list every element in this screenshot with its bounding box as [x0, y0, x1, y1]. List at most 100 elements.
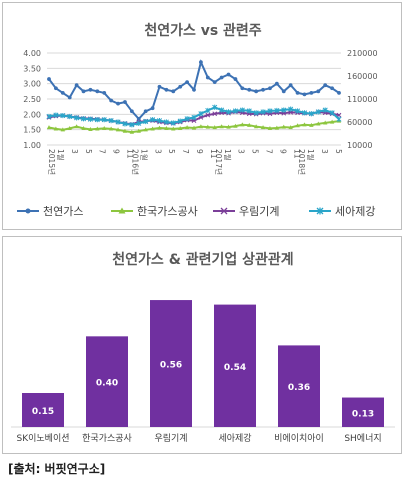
data-point — [295, 123, 300, 128]
category-label: 세아제강 — [218, 433, 251, 444]
category-label: SK이노베이션 — [16, 433, 69, 444]
x-tick-label: 3 — [320, 149, 329, 154]
data-point — [329, 110, 335, 116]
bar — [150, 300, 192, 427]
year-label: 2018년 — [297, 149, 307, 175]
data-point — [81, 126, 86, 131]
data-point — [136, 120, 142, 126]
data-point — [219, 75, 224, 80]
data-point — [281, 89, 286, 94]
data-point — [163, 119, 169, 125]
data-point — [67, 95, 72, 100]
data-point — [302, 92, 307, 97]
data-point — [74, 115, 80, 121]
data-point — [253, 110, 259, 116]
chart-title: 천연가스 & 관련기업 상관관계 — [112, 251, 293, 268]
data-point — [267, 108, 273, 114]
data-point — [226, 124, 231, 129]
data-point — [53, 112, 59, 118]
data-point — [87, 116, 93, 122]
data-point — [281, 124, 286, 129]
data-point — [315, 109, 321, 115]
right-tick-label: 60000 — [347, 118, 372, 127]
legend-marker — [25, 208, 31, 214]
year-label: 2015년 — [47, 149, 57, 175]
data-point — [74, 83, 79, 88]
bar — [342, 397, 384, 427]
data-point — [198, 115, 204, 120]
data-point — [54, 86, 58, 91]
data-point — [157, 125, 162, 130]
data-point — [156, 118, 163, 124]
left-tick-label: 4.00 — [23, 49, 41, 58]
data-point — [177, 118, 183, 124]
data-point — [129, 109, 134, 114]
bar-chart: 천연가스 & 관련기업 상관관계 0.15 SK이노베이션 0.40 한국가스공사 0.5… — [11, 251, 395, 444]
data-point — [136, 128, 141, 133]
legend-marker — [316, 207, 324, 215]
data-point — [288, 83, 293, 88]
data-point — [67, 113, 73, 120]
data-point — [94, 117, 100, 123]
left-tick-label: 3.50 — [23, 64, 41, 73]
legend-label: 우림기계 — [239, 205, 279, 218]
data-point — [246, 108, 252, 114]
data-point — [164, 87, 169, 92]
data-point — [198, 111, 204, 117]
left-tick-label: 1.00 — [23, 141, 41, 150]
data-point — [233, 77, 238, 81]
data-point — [302, 122, 307, 127]
data-point — [336, 112, 342, 118]
data-point — [53, 126, 59, 131]
data-point — [150, 117, 156, 123]
legend-marker — [220, 207, 228, 215]
data-point — [74, 124, 79, 129]
data-point — [192, 87, 196, 92]
category-label: SH에너지 — [344, 433, 381, 444]
data-point — [171, 89, 176, 94]
x-tick-label: 1월 — [306, 149, 316, 161]
data-point — [102, 126, 107, 131]
data-point — [274, 125, 280, 130]
data-point — [95, 89, 100, 94]
category-label: 비에이치아이 — [274, 432, 324, 444]
data-point — [191, 114, 197, 120]
data-point — [122, 128, 128, 133]
data-point — [80, 116, 87, 122]
data-point — [88, 126, 93, 131]
x-tick-label: 1월 — [223, 149, 233, 161]
bar — [86, 336, 128, 427]
data-point — [116, 101, 120, 106]
data-point — [184, 116, 190, 122]
data-point — [164, 126, 169, 131]
source-label: [출처: 버핏연구소] — [8, 462, 106, 476]
data-point — [123, 100, 127, 104]
x-tick-label: 1월 — [139, 149, 149, 161]
data-point — [143, 109, 148, 114]
year-label: 2016년 — [130, 149, 140, 175]
data-point — [205, 75, 210, 80]
data-point — [198, 124, 204, 129]
x-tick-label: 11 — [209, 149, 218, 159]
data-point — [288, 125, 293, 130]
legend-label: 세아제강 — [335, 205, 375, 218]
data-point — [46, 125, 52, 130]
data-point — [136, 117, 141, 121]
left-tick-label: 2.50 — [23, 95, 41, 104]
data-point — [247, 87, 252, 92]
data-point — [143, 127, 148, 132]
data-point — [205, 124, 211, 129]
x-tick-label: 11 — [292, 149, 301, 159]
data-point — [212, 80, 217, 85]
data-point — [240, 86, 245, 91]
data-point — [205, 107, 211, 114]
x-tick-label: 9 — [195, 149, 204, 154]
bar — [214, 304, 256, 427]
data-point — [301, 110, 308, 116]
data-point — [309, 122, 314, 127]
data-point — [322, 107, 328, 113]
category-label: 우림기계 — [154, 432, 187, 444]
right-tick-label: 110000 — [347, 95, 378, 104]
left-tick-label: 1.50 — [23, 126, 41, 135]
data-point — [254, 89, 259, 94]
